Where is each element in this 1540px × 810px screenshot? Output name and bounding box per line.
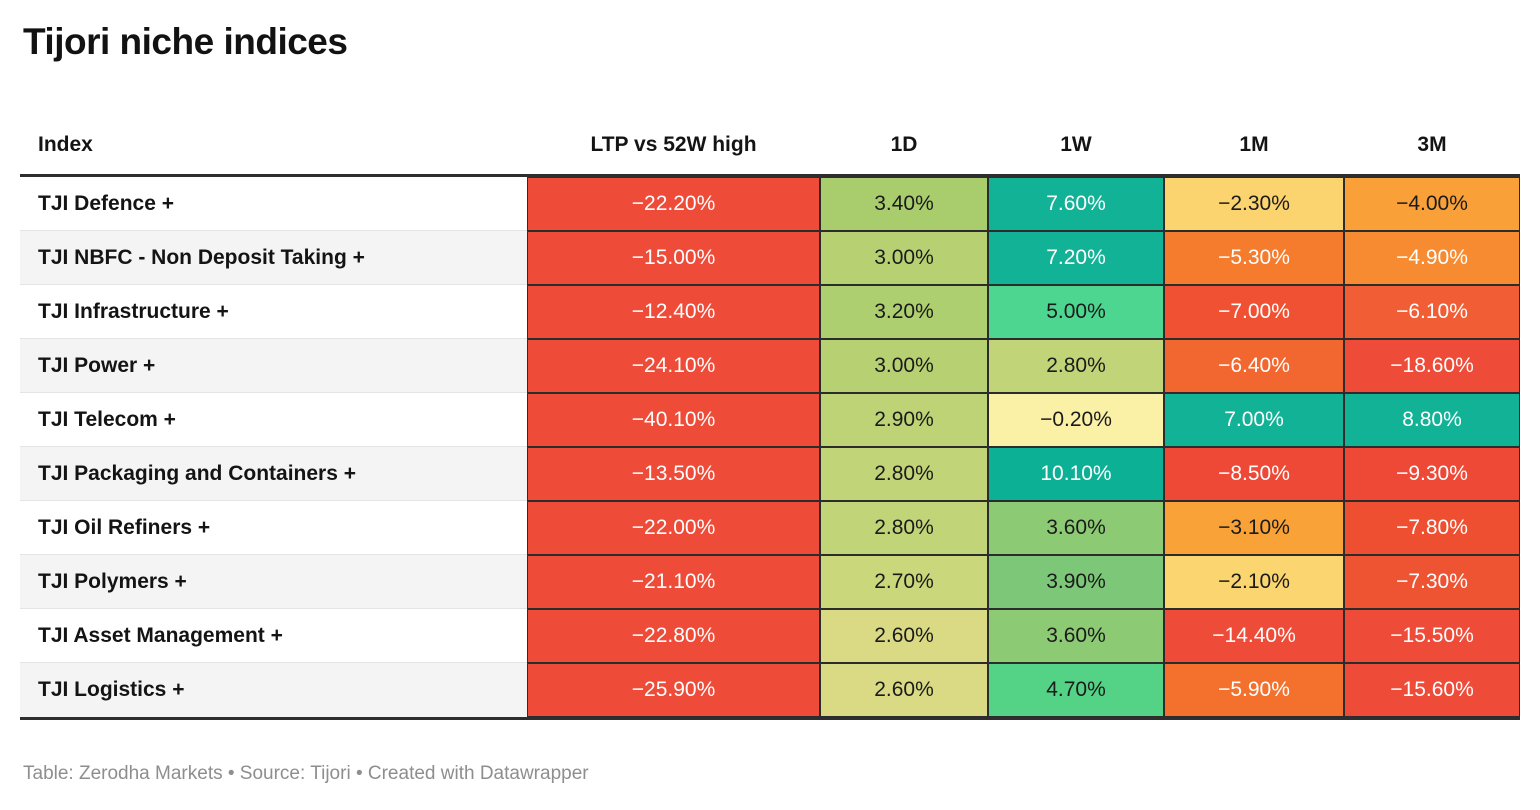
value-cell-1w: 3.60%: [988, 501, 1164, 555]
table-row: TJI Asset Management + −22.80% 2.60% 3.60% −…: [20, 609, 1520, 663]
value-cell-1m: −2.30%: [1164, 177, 1344, 231]
value-cell-ltp-vs-52w-high: −25.90%: [527, 663, 820, 717]
value-cell-ltp-vs-52w-high: −22.00%: [527, 501, 820, 555]
value-cell-1m: −8.50%: [1164, 447, 1344, 501]
table-row: TJI Infrastructure + −12.40% 3.20% 5.00% −7.…: [20, 285, 1520, 339]
table-row: TJI Defence + −22.20% 3.40% 7.60% −2.30% −4.0…: [20, 177, 1520, 231]
value-cell-1d: 2.80%: [820, 501, 988, 555]
value-cell-1w: 3.90%: [988, 555, 1164, 609]
table-row: TJI Oil Refiners + −22.00% 2.80% 3.60% −3.10…: [20, 501, 1520, 555]
index-cell[interactable]: TJI Asset Management +: [20, 609, 527, 663]
value-cell-ltp-vs-52w-high: −24.10%: [527, 339, 820, 393]
index-cell[interactable]: TJI Infrastructure +: [20, 285, 527, 339]
value-cell-1w: 7.60%: [988, 177, 1164, 231]
value-cell-3m: −9.30%: [1344, 447, 1520, 501]
value-cell-1w: 3.60%: [988, 609, 1164, 663]
value-cell-1w: 10.10%: [988, 447, 1164, 501]
value-cell-1w: 4.70%: [988, 663, 1164, 717]
value-cell-ltp-vs-52w-high: −13.50%: [527, 447, 820, 501]
value-cell-1d: 2.80%: [820, 447, 988, 501]
value-cell-ltp-vs-52w-high: −21.10%: [527, 555, 820, 609]
value-cell-1w: 7.20%: [988, 231, 1164, 285]
table-row: TJI NBFC - Non Deposit Taking + −15.00% 3.…: [20, 231, 1520, 285]
table-row: TJI Packaging and Containers + −13.50% 2.8…: [20, 447, 1520, 501]
column-header-3m[interactable]: 3M: [1417, 133, 1447, 156]
value-cell-1m: −7.00%: [1164, 285, 1344, 339]
value-cell-1m: −5.30%: [1164, 231, 1344, 285]
column-header-1w[interactable]: 1W: [1060, 133, 1092, 156]
value-cell-ltp-vs-52w-high: −22.20%: [527, 177, 820, 231]
value-cell-3m: −18.60%: [1344, 339, 1520, 393]
value-cell-3m: −15.50%: [1344, 609, 1520, 663]
value-cell-1m: −14.40%: [1164, 609, 1344, 663]
value-cell-1d: 2.90%: [820, 393, 988, 447]
value-cell-3m: −4.00%: [1344, 177, 1520, 231]
column-header-index[interactable]: Index: [38, 133, 93, 156]
index-cell[interactable]: TJI Packaging and Containers +: [20, 447, 527, 501]
value-cell-3m: −15.60%: [1344, 663, 1520, 717]
table-header-row: Index LTP vs 52W high 1D 1W 1M 3M: [20, 116, 1520, 177]
column-header-ltp-vs-52w-high[interactable]: LTP vs 52W high: [590, 133, 757, 156]
value-cell-1m: −2.10%: [1164, 555, 1344, 609]
page-title: Tijori niche indices: [23, 21, 348, 62]
index-cell[interactable]: TJI Power +: [20, 339, 527, 393]
value-cell-ltp-vs-52w-high: −15.00%: [527, 231, 820, 285]
value-cell-1d: 3.00%: [820, 231, 988, 285]
value-cell-ltp-vs-52w-high: −22.80%: [527, 609, 820, 663]
value-cell-1w: 5.00%: [988, 285, 1164, 339]
indices-table: Index LTP vs 52W high 1D 1W 1M 3M TJI De…: [20, 116, 1520, 720]
table-row: TJI Logistics + −25.90% 2.60% 4.70% −5.90% −1…: [20, 663, 1520, 717]
value-cell-1m: −3.10%: [1164, 501, 1344, 555]
value-cell-1d: 2.60%: [820, 663, 988, 717]
index-cell[interactable]: TJI Polymers +: [20, 555, 527, 609]
column-header-1d[interactable]: 1D: [890, 133, 918, 156]
index-cell[interactable]: TJI Defence +: [20, 177, 527, 231]
value-cell-3m: −6.10%: [1344, 285, 1520, 339]
value-cell-3m: −7.30%: [1344, 555, 1520, 609]
value-cell-ltp-vs-52w-high: −40.10%: [527, 393, 820, 447]
value-cell-1m: 7.00%: [1164, 393, 1344, 447]
value-cell-1m: −6.40%: [1164, 339, 1344, 393]
index-cell[interactable]: TJI Telecom +: [20, 393, 527, 447]
value-cell-1w: −0.20%: [988, 393, 1164, 447]
value-cell-3m: −7.80%: [1344, 501, 1520, 555]
value-cell-ltp-vs-52w-high: −12.40%: [527, 285, 820, 339]
value-cell-1d: 3.40%: [820, 177, 988, 231]
value-cell-1m: −5.90%: [1164, 663, 1344, 717]
index-cell[interactable]: TJI NBFC - Non Deposit Taking +: [20, 231, 527, 285]
column-header-1m[interactable]: 1M: [1239, 133, 1269, 156]
value-cell-3m: −4.90%: [1344, 231, 1520, 285]
value-cell-1d: 3.00%: [820, 339, 988, 393]
index-cell[interactable]: TJI Oil Refiners +: [20, 501, 527, 555]
table-row: TJI Power + −24.10% 3.00% 2.80% −6.40% −18.60…: [20, 339, 1520, 393]
table-row: TJI Polymers + −21.10% 2.70% 3.90% −2.10% −7.…: [20, 555, 1520, 609]
value-cell-3m: 8.80%: [1344, 393, 1520, 447]
value-cell-1d: 2.70%: [820, 555, 988, 609]
table-row: TJI Telecom + −40.10% 2.90% −0.20% 7.00% 8.80…: [20, 393, 1520, 447]
attribution-line: Table: Zerodha Markets • Source: Tijori …: [23, 763, 589, 784]
table-body: TJI Defence + −22.20% 3.40% 7.60% −2.30% −4.0…: [20, 177, 1520, 720]
value-cell-1d: 2.60%: [820, 609, 988, 663]
index-cell[interactable]: TJI Logistics +: [20, 663, 527, 717]
value-cell-1d: 3.20%: [820, 285, 988, 339]
value-cell-1w: 2.80%: [988, 339, 1164, 393]
